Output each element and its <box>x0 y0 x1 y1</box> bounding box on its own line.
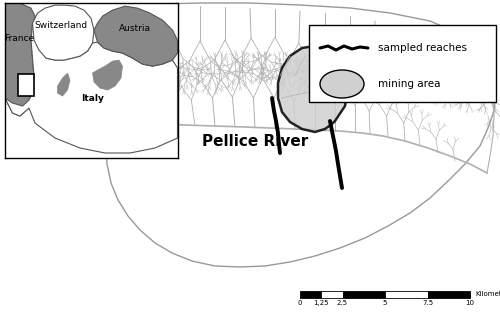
Polygon shape <box>106 3 496 267</box>
Text: mining area: mining area <box>378 79 440 89</box>
Bar <box>300 291 321 298</box>
Text: Pellice River: Pellice River <box>202 133 308 149</box>
Text: 1,25: 1,25 <box>314 300 329 306</box>
Polygon shape <box>5 23 178 153</box>
Bar <box>342 291 385 298</box>
Bar <box>321 291 342 298</box>
Polygon shape <box>32 5 94 60</box>
Text: 0: 0 <box>298 300 302 306</box>
Polygon shape <box>92 60 122 90</box>
Text: 7.5: 7.5 <box>422 300 433 306</box>
Text: sampled reaches: sampled reaches <box>378 43 467 53</box>
Text: Austria: Austria <box>119 24 151 33</box>
Text: 10: 10 <box>466 300 474 306</box>
Polygon shape <box>278 46 348 132</box>
Polygon shape <box>94 6 178 66</box>
FancyBboxPatch shape <box>309 25 496 102</box>
Text: Kilometers: Kilometers <box>475 291 500 297</box>
Ellipse shape <box>320 70 364 98</box>
Polygon shape <box>5 3 35 116</box>
Text: Italy: Italy <box>81 94 104 103</box>
Text: 5: 5 <box>383 300 387 306</box>
Bar <box>385 291 428 298</box>
Polygon shape <box>58 73 70 96</box>
Text: France: France <box>4 33 34 43</box>
Text: Switzerland: Switzerland <box>34 21 88 30</box>
Bar <box>428 291 470 298</box>
Text: 2.5: 2.5 <box>337 300 348 306</box>
Bar <box>18 74 34 96</box>
